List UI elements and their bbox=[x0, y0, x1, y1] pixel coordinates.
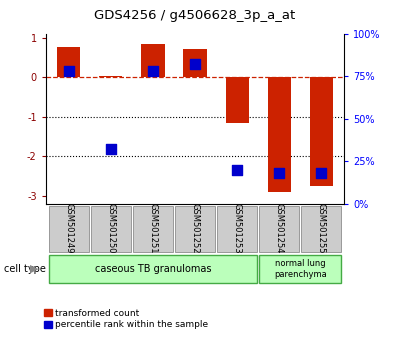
Text: GSM501250: GSM501250 bbox=[106, 203, 115, 253]
Text: GSM501255: GSM501255 bbox=[317, 203, 326, 253]
Point bbox=[318, 170, 324, 176]
Bar bbox=[267, 77, 291, 192]
Text: GSM501249: GSM501249 bbox=[64, 203, 73, 253]
Point bbox=[66, 68, 72, 74]
Bar bbox=[100, 76, 123, 77]
Text: GSM501251: GSM501251 bbox=[148, 203, 158, 253]
FancyBboxPatch shape bbox=[259, 255, 341, 283]
Text: normal lung
parenchyma: normal lung parenchyma bbox=[274, 259, 326, 279]
FancyBboxPatch shape bbox=[91, 206, 131, 252]
Text: GSM501253: GSM501253 bbox=[232, 203, 242, 253]
Text: GDS4256 / g4506628_3p_a_at: GDS4256 / g4506628_3p_a_at bbox=[94, 9, 296, 22]
Bar bbox=[183, 50, 207, 77]
Text: GSM501254: GSM501254 bbox=[275, 203, 284, 253]
FancyBboxPatch shape bbox=[175, 206, 215, 252]
Bar bbox=[226, 77, 249, 122]
Text: GSM501252: GSM501252 bbox=[191, 203, 199, 253]
Text: caseous TB granulomas: caseous TB granulomas bbox=[95, 264, 211, 274]
FancyBboxPatch shape bbox=[133, 206, 173, 252]
Point bbox=[234, 167, 240, 172]
Point bbox=[150, 68, 156, 74]
Bar bbox=[310, 77, 333, 186]
Bar bbox=[141, 44, 164, 77]
Point bbox=[192, 61, 198, 67]
Point bbox=[276, 170, 282, 176]
Point bbox=[108, 146, 114, 152]
FancyBboxPatch shape bbox=[259, 206, 299, 252]
Bar bbox=[57, 47, 80, 77]
FancyBboxPatch shape bbox=[49, 206, 89, 252]
FancyBboxPatch shape bbox=[301, 206, 341, 252]
Text: cell type: cell type bbox=[4, 264, 46, 274]
Legend: transformed count, percentile rank within the sample: transformed count, percentile rank withi… bbox=[44, 309, 208, 329]
Text: ▶: ▶ bbox=[29, 264, 38, 274]
FancyBboxPatch shape bbox=[49, 255, 257, 283]
FancyBboxPatch shape bbox=[217, 206, 257, 252]
